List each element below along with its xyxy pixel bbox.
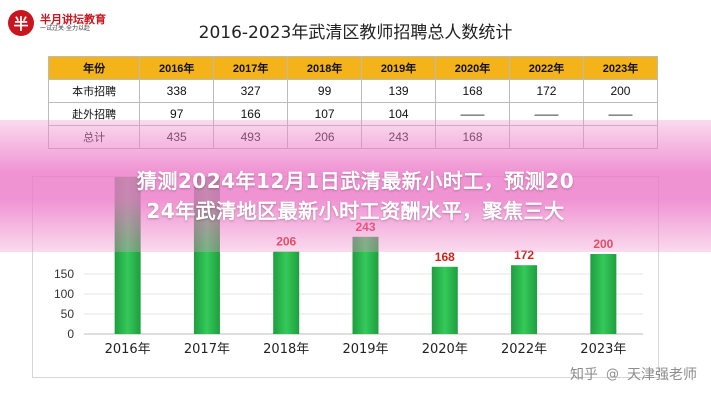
watermark: 知乎 @ 天津强老师 [570,364,697,384]
x-tick-label: 2022年 [501,342,547,357]
table-cell: 327 [213,79,289,103]
bar [352,236,379,334]
header-cell: 2022年 [508,56,584,80]
y-tick-label: 0 [67,327,74,341]
header-cell: 2016年 [139,56,215,80]
table-cell: 200 [582,79,659,103]
table-title: 2016-2023年武清区教师招聘总人数统计 [198,23,513,43]
headline-line-1: 猜测2024年12月1日武清最新小时工，预测20 [136,169,575,193]
x-tick-label: 2018年 [263,342,309,357]
article-headline[interactable]: 猜测2024年12月1日武清最新小时工，预测20 24年武清地区最新小时工资酬水… [0,166,711,226]
x-tick-label: 2019年 [342,342,388,357]
bar [431,266,458,334]
table-row: 本市招聘 338 327 99 139 168 172 200 [47,79,659,103]
watermark-author: 天津强老师 [627,367,697,383]
brand-name: 半月讲坛教育 [40,13,106,26]
table-cell: 172 [508,79,584,103]
header-cell-year: 年份 [47,56,141,80]
data-label: 168 [435,250,455,264]
y-tick-label: 50 [61,307,75,321]
y-tick-label: 100 [54,287,74,301]
x-tick-label: 2016年 [105,342,151,357]
table-cell: 168 [435,79,510,103]
y-tick-label: 150 [54,267,74,281]
brand-logo[interactable]: 半 半月讲坛教育 一试过关·全力以赴 [8,6,118,40]
table-cell: 166 [213,102,289,126]
header-cell: 2019年 [361,56,437,80]
table-header-row: 年份 2016年 2017年 2018年 2019年 2020年 2022年 2… [47,56,659,80]
header-cell: 2020年 [435,56,510,80]
at-icon: @ [606,366,619,382]
bar [273,251,300,334]
table-cell: 139 [361,79,437,103]
bar [590,254,617,334]
x-tick-label: 2017年 [184,342,230,357]
headline-line-2: 24年武清地区最新小时工资酬水平，聚焦三大 [146,199,565,223]
headline-banner [0,120,711,252]
bar [511,265,538,334]
header-cell: 2017年 [213,56,289,80]
x-tick-label: 2020年 [422,342,468,357]
table-cell: 338 [139,79,215,103]
header-cell: 2023年 [582,56,659,80]
header-cell: 2018年 [287,56,363,80]
table-cell: 99 [287,79,363,103]
row-label: 本市招聘 [47,79,141,103]
x-tick-label: 2023年 [580,342,626,357]
watermark-site: 知乎 [570,367,598,383]
brand-tagline: 一试过关·全力以赴 [40,25,90,32]
brand-emblem-icon: 半 [8,10,34,36]
